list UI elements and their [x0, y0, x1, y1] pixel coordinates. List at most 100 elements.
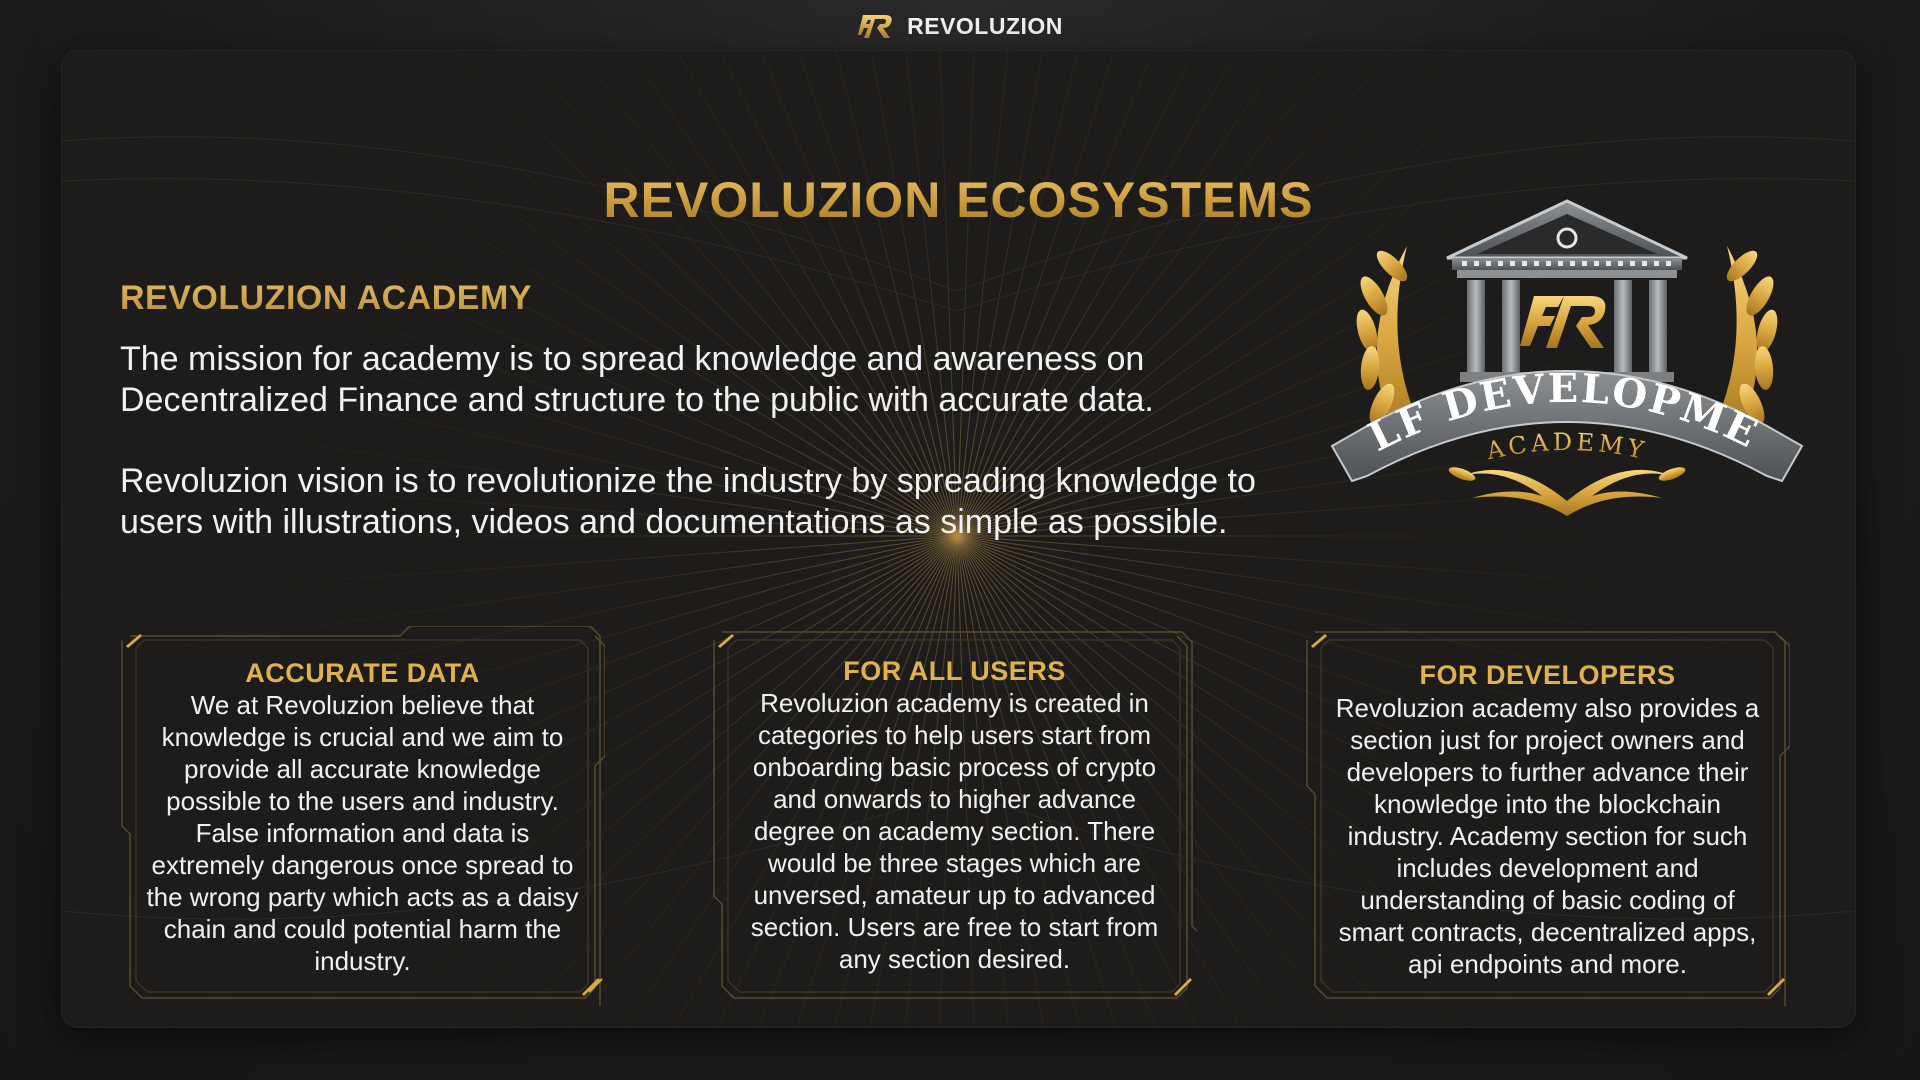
background-ray — [62, 209, 958, 537]
background-ray — [62, 472, 958, 537]
background-ray — [956, 535, 1855, 1015]
card-accurate-data: ACCURATE DATA We at Revoluzion believe t… — [120, 626, 605, 1006]
card-body: Revoluzion academy is created in categor… — [750, 688, 1159, 974]
background-ray — [956, 535, 1156, 1027]
background-ray — [62, 136, 958, 537]
background-ray — [62, 535, 958, 663]
background-ray — [798, 51, 958, 537]
background-ray — [956, 535, 1855, 728]
background-ray — [956, 535, 1855, 864]
background-ray — [956, 409, 1855, 537]
background-ray — [62, 59, 958, 537]
background-ray — [956, 51, 1285, 537]
background-ray — [62, 535, 958, 863]
background-ray — [62, 278, 958, 537]
background-ray — [371, 535, 958, 1027]
background-ray — [62, 535, 958, 1013]
background-ray — [956, 57, 1855, 537]
background-ray — [956, 535, 1242, 1027]
background-ray — [454, 51, 958, 537]
background-ray — [378, 51, 958, 537]
background-ray — [62, 535, 958, 600]
background-ray — [956, 535, 1400, 1027]
background-ray — [956, 535, 1634, 1027]
background-ray — [956, 535, 1467, 1027]
background-ray — [956, 51, 1460, 537]
background-ray — [514, 535, 958, 1027]
card-title: FOR ALL USERS — [843, 656, 1066, 686]
card-frame — [121, 626, 605, 1006]
background-ray — [288, 51, 958, 537]
self-development-academy-emblem: SELF DEVELOPMENT ACADEMY — [1312, 146, 1804, 516]
background-ray — [796, 535, 958, 1027]
background-ray — [956, 51, 1009, 537]
page-title: REVOLUZION ECOSYSTEMS — [62, 171, 1855, 229]
temple-icon — [1446, 199, 1688, 382]
background-ray — [956, 535, 975, 1027]
brand-name: REVOLUZION — [907, 12, 1063, 39]
background-ray — [956, 535, 1543, 1027]
background-ray — [956, 51, 1536, 537]
background-ray — [629, 51, 958, 537]
background-ray — [956, 535, 1855, 600]
background-ray — [939, 535, 958, 1027]
card-for-developers: FOR DEVELOPERS Revoluzion academy also p… — [1305, 626, 1790, 1006]
background-ray — [758, 535, 958, 1027]
banner-ribbon — [1330, 370, 1804, 483]
background-ray — [62, 535, 958, 727]
background-ray — [956, 535, 1855, 795]
background-ray — [956, 535, 1080, 1027]
card-frame — [713, 631, 1197, 999]
background-ray — [577, 51, 958, 537]
background-ray — [956, 535, 1010, 1027]
background-ray — [170, 535, 958, 1027]
laurel-right-icon — [1712, 246, 1778, 436]
background-ray — [625, 535, 958, 1027]
background-ray — [280, 535, 958, 1027]
vision-text: Revoluzion vision is to revolutionize th… — [120, 462, 1256, 541]
background-ray — [956, 535, 1855, 937]
section-title: REVOLUZION ACADEMY — [120, 279, 532, 317]
background-ray — [956, 51, 975, 537]
background-ray — [62, 345, 958, 537]
background-ray — [719, 51, 958, 537]
background-ray — [956, 535, 1118, 1027]
background-ray — [716, 535, 958, 1027]
background-ray — [179, 51, 958, 537]
background-ray — [572, 535, 958, 1027]
background-ray — [760, 51, 958, 537]
revoluzion-logo-icon — [858, 15, 892, 38]
background-ray — [676, 51, 958, 537]
background-ray — [904, 535, 958, 1027]
banner-subtext: ACADEMY — [1483, 428, 1650, 466]
background-ray — [956, 535, 1342, 1027]
background-ray — [956, 51, 1735, 537]
background-ray — [956, 535, 1289, 1027]
background-ray — [62, 535, 958, 936]
background-ray — [956, 535, 1855, 663]
background-rays — [62, 51, 1855, 1027]
card-for-all-users: FOR ALL USERS Revoluzion academy is crea… — [712, 626, 1197, 1006]
background-ray — [956, 51, 1337, 537]
card-frame — [1306, 631, 1790, 1006]
background-ray — [956, 51, 1238, 537]
card-body: Revoluzion academy also provides a secti… — [1335, 693, 1760, 979]
background-ray — [956, 472, 1855, 537]
background-ray — [956, 135, 1855, 537]
card-body: We at Revoluzion believe that knowledge … — [146, 690, 579, 976]
background-ray — [956, 51, 1154, 537]
background-ray — [956, 51, 1079, 537]
background-ray — [956, 51, 1395, 537]
content-panel: REVOLUZION ECOSYSTEMS REVOLUZION ACADEMY… — [62, 51, 1855, 1027]
background-ray — [905, 51, 958, 537]
card-title: ACCURATE DATA — [245, 658, 480, 688]
background-ray — [447, 535, 958, 1027]
flourish-ornament — [1448, 467, 1686, 516]
background-ray — [956, 51, 1116, 537]
background-ray — [519, 51, 958, 537]
background-ray — [956, 51, 1044, 537]
background-ray — [869, 535, 958, 1027]
background-ray — [956, 51, 1195, 537]
card-title: FOR DEVELOPERS — [1419, 660, 1676, 690]
